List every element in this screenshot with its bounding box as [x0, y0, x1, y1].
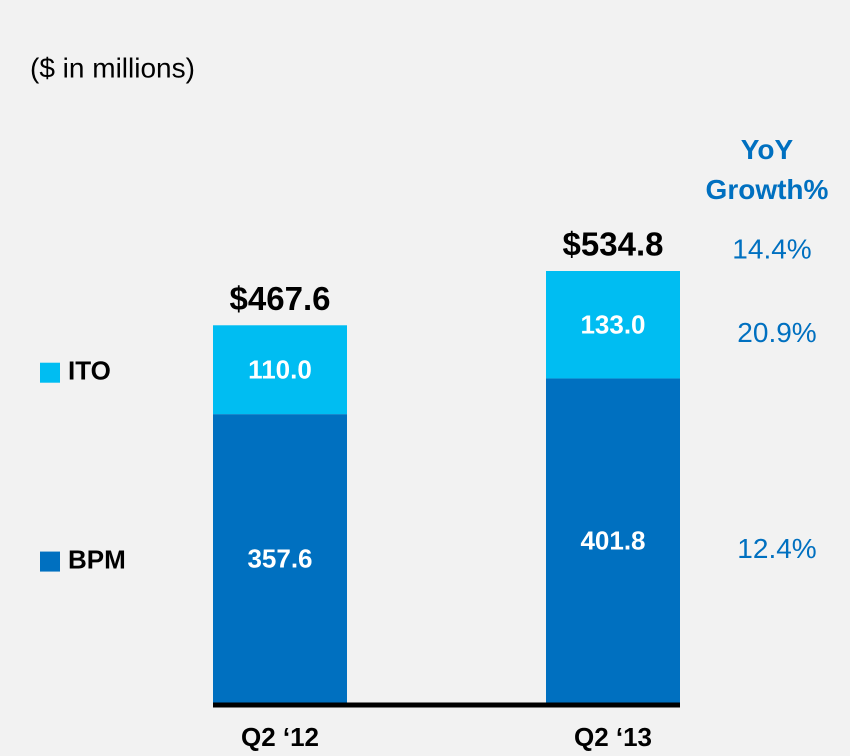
data-label: 401.8: [580, 526, 645, 556]
bar-segment: [546, 271, 680, 379]
growth-label: 20.9%: [737, 317, 816, 348]
chart-title: ($ in millions): [30, 52, 195, 83]
growth-label: 14.4%: [732, 233, 811, 264]
legend-label: BPM: [68, 544, 126, 574]
growth-label: 12.4%: [737, 533, 816, 564]
data-label: 357.6: [247, 543, 312, 573]
growth-title: YoY Growth%: [705, 134, 829, 205]
data-label: 133.0: [580, 310, 645, 340]
x-tick-label: Q2 ‘12: [241, 722, 319, 752]
x-tick-label: Q2 ‘13: [574, 722, 652, 752]
legend-swatch: [40, 362, 60, 383]
legend-label: ITO: [68, 356, 111, 386]
total-label: $534.8: [563, 226, 664, 263]
bar-segment: [546, 378, 680, 703]
legend-swatch: [40, 551, 60, 572]
data-label: 110.0: [248, 355, 312, 385]
total-label: $467.6: [230, 280, 331, 317]
bar-segment: [213, 325, 347, 415]
bar-segment: [213, 414, 347, 703]
